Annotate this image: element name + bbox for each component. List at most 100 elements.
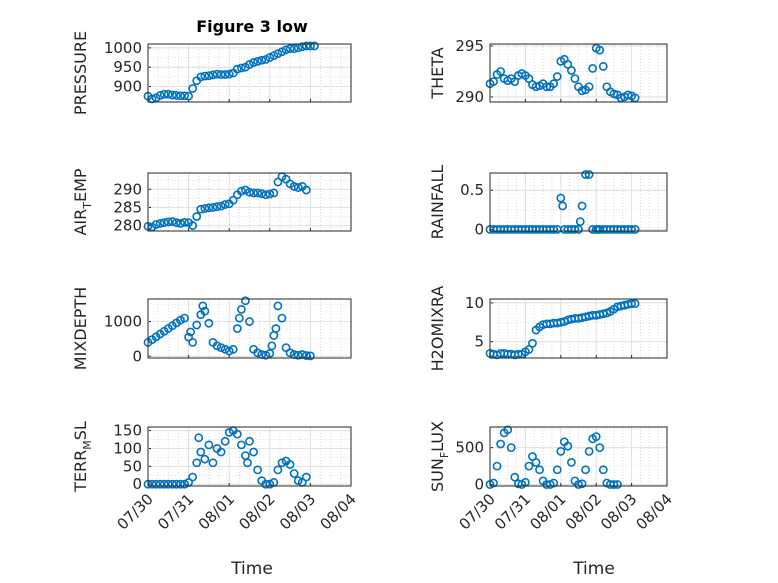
y-axis-label: RAINFALL xyxy=(428,165,447,240)
data-point xyxy=(172,218,181,228)
data-point xyxy=(524,461,534,471)
data-point xyxy=(167,217,177,226)
x-tick-label: 08/03 xyxy=(597,490,640,533)
data-point xyxy=(253,188,263,198)
data-point xyxy=(200,306,210,316)
data-point xyxy=(556,446,566,456)
data-point xyxy=(192,458,202,468)
x-tick-label: 07/31 xyxy=(154,490,197,533)
data-point xyxy=(549,225,559,234)
data-point xyxy=(184,91,193,101)
data-point xyxy=(212,202,222,212)
data-point xyxy=(192,320,202,330)
data-point xyxy=(273,301,283,311)
data-point xyxy=(167,479,177,489)
data-point xyxy=(630,225,640,234)
data-point xyxy=(567,457,576,467)
data-point xyxy=(574,480,583,489)
data-point xyxy=(293,476,303,486)
data-point xyxy=(591,432,601,441)
subplot-4: 0 0.5 RAINFALL xyxy=(428,165,668,240)
x-tick-label: 08/04 xyxy=(317,490,360,533)
data-point xyxy=(208,203,218,212)
data-point xyxy=(257,55,267,65)
subplot-2: 290 295 THETA xyxy=(428,37,668,106)
data-point xyxy=(613,480,622,489)
data-point xyxy=(245,317,254,326)
data-point xyxy=(155,218,165,228)
data-point xyxy=(261,479,271,489)
x-tick-label: 08/03 xyxy=(276,490,319,533)
data-point xyxy=(188,337,198,347)
data-point xyxy=(196,204,206,214)
data-point xyxy=(232,64,242,74)
data-point xyxy=(220,70,230,79)
y-axis-label: MIXDEPTH xyxy=(71,287,90,370)
y-tick-label: 0 xyxy=(132,347,142,365)
data-point xyxy=(265,479,275,489)
data-point xyxy=(261,190,271,200)
data-point xyxy=(196,447,206,457)
data-point xyxy=(249,447,258,457)
axes-frame xyxy=(147,172,352,232)
data-point xyxy=(257,189,267,199)
x-axis-label-left: Time xyxy=(230,559,273,579)
data-point xyxy=(570,74,580,83)
data-point xyxy=(196,72,206,82)
x-axis-label-right: Time xyxy=(572,559,615,579)
y-tick-label: 10 xyxy=(465,294,484,312)
data-point xyxy=(310,41,319,51)
axes-frame xyxy=(489,298,668,359)
data-point xyxy=(289,44,299,54)
data-point xyxy=(588,64,598,73)
axes-frame xyxy=(147,426,352,487)
data-point xyxy=(277,313,287,323)
x-tick-label: 08/04 xyxy=(633,490,676,533)
y-tick-label: 290 xyxy=(113,180,142,198)
data-point xyxy=(570,225,580,234)
y-tick-label: 0.5 xyxy=(460,181,484,199)
data-point xyxy=(159,218,169,228)
data-point xyxy=(285,348,295,358)
data-point xyxy=(216,201,226,211)
data-point xyxy=(575,217,585,226)
x-tick-label: 07/30 xyxy=(456,490,499,533)
data-point xyxy=(627,299,636,309)
data-point xyxy=(224,346,234,356)
data-point xyxy=(204,318,214,328)
data-point xyxy=(535,465,544,475)
axes-background xyxy=(148,173,351,231)
data-point xyxy=(232,429,242,439)
axes-background xyxy=(490,299,667,358)
data-point xyxy=(584,446,594,456)
data-point xyxy=(188,221,198,230)
y-tick-label: 900 xyxy=(113,78,142,96)
data-point xyxy=(224,69,234,79)
data-point xyxy=(285,460,295,469)
y-tick-label: 285 xyxy=(113,198,142,216)
x-tick-label: 08/01 xyxy=(526,490,569,533)
data-point xyxy=(293,183,303,192)
data-point xyxy=(236,440,246,450)
data-point xyxy=(577,479,587,489)
data-point xyxy=(232,324,242,333)
y-tick-label: 280 xyxy=(113,217,142,235)
data-point xyxy=(236,186,246,196)
data-point xyxy=(236,63,246,73)
data-point xyxy=(542,82,552,92)
data-point xyxy=(180,91,189,101)
data-point xyxy=(228,344,238,354)
data-point xyxy=(598,61,608,71)
data-point xyxy=(176,479,185,489)
data-point xyxy=(581,170,590,179)
axes-frame xyxy=(489,426,668,487)
data-point xyxy=(159,89,169,99)
data-point xyxy=(163,89,173,99)
data-point xyxy=(301,351,311,360)
data-point xyxy=(595,45,605,55)
data-point xyxy=(172,479,181,489)
data-point xyxy=(503,425,513,435)
data-point xyxy=(496,439,506,449)
data-point xyxy=(584,82,594,92)
